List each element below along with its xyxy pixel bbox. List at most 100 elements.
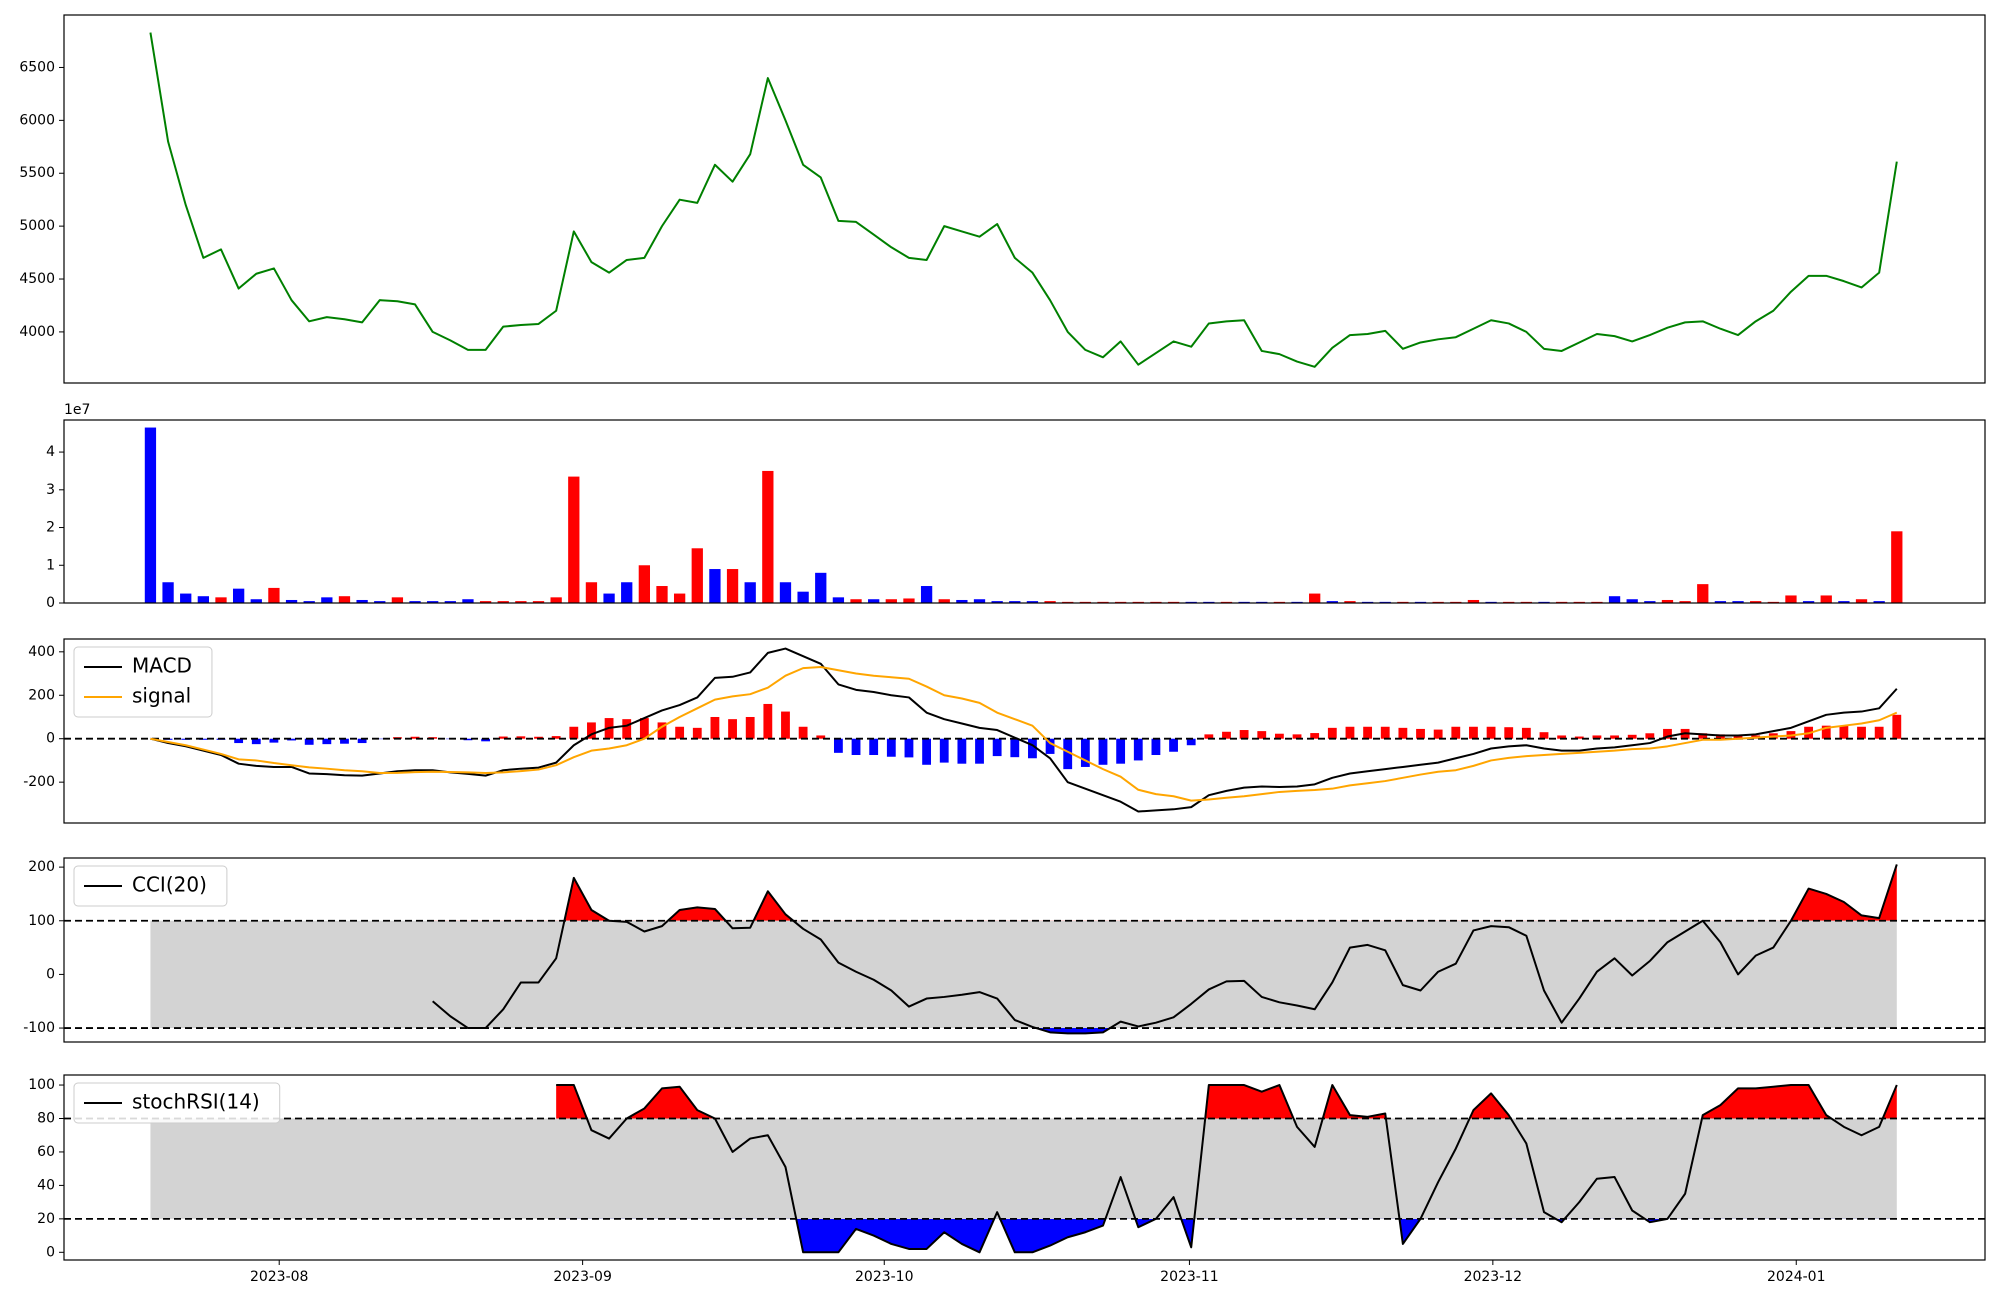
histogram-bar xyxy=(816,735,826,739)
y-tick-label: 40 xyxy=(37,1177,55,1193)
histogram-bar xyxy=(463,738,473,741)
y-tick-label: 5000 xyxy=(19,218,55,234)
volume-bar xyxy=(1344,601,1356,603)
neutral-band xyxy=(150,920,1897,1029)
panel-plot xyxy=(64,1084,1985,1254)
histogram-bar xyxy=(904,738,914,758)
histogram-bar xyxy=(1469,726,1478,739)
volume-bar xyxy=(1750,601,1762,603)
panel-plot xyxy=(149,32,1898,368)
volume-bar xyxy=(850,599,862,603)
histogram-bar xyxy=(1663,728,1672,739)
histogram-bar xyxy=(745,716,755,739)
volume-bar xyxy=(497,601,509,603)
volume-bar xyxy=(815,572,827,603)
volume-bar xyxy=(1785,595,1797,603)
volume-bar xyxy=(180,593,192,603)
y-tick-label: -100 xyxy=(23,1020,55,1036)
histogram-bar xyxy=(481,738,491,742)
histogram-bar xyxy=(1645,733,1655,739)
volume-bar xyxy=(162,582,174,603)
histogram-bar xyxy=(1151,738,1161,756)
y-tick-label: 100 xyxy=(28,1077,55,1093)
histogram-bar xyxy=(657,722,667,739)
legend-label: MACD xyxy=(132,654,192,678)
y-tick-label: 0 xyxy=(46,1244,55,1260)
y-tick-label: 3 xyxy=(46,482,55,498)
histogram-bar xyxy=(322,738,332,745)
y-tick-label: 100 xyxy=(28,913,55,929)
volume-bar xyxy=(673,593,686,603)
histogram-bar xyxy=(1627,734,1637,739)
histogram-bar xyxy=(534,736,543,739)
histogram-bar xyxy=(587,722,596,739)
histogram-bar xyxy=(1486,726,1496,739)
legend-label: CCI(20) xyxy=(132,873,207,897)
volume-bar xyxy=(621,582,633,603)
y-tick-label: 4500 xyxy=(19,271,55,287)
histogram-bar xyxy=(1133,738,1143,761)
volume-bar xyxy=(479,601,492,603)
volume-bar xyxy=(797,591,809,603)
histogram-bar xyxy=(1028,738,1037,759)
volume-bar xyxy=(920,586,933,603)
volume-bar xyxy=(885,599,897,603)
histogram-bar xyxy=(1521,727,1531,739)
histogram-bar xyxy=(251,738,261,745)
volume-bar xyxy=(726,569,739,603)
histogram-bar xyxy=(410,736,420,739)
volume-bar xyxy=(550,597,562,603)
histogram-bar xyxy=(1116,738,1126,764)
series-line xyxy=(150,647,1898,813)
histogram-bar xyxy=(1610,735,1619,739)
histogram-bar xyxy=(675,726,685,739)
legend-label: signal xyxy=(132,684,191,708)
volume-bar xyxy=(197,596,210,603)
histogram-bar xyxy=(1380,726,1390,739)
histogram-bar xyxy=(287,738,296,741)
histogram-bar xyxy=(234,738,244,744)
panel-frame xyxy=(63,14,1986,384)
series-line xyxy=(149,32,1898,368)
histogram-bar xyxy=(957,738,967,764)
histogram-bar xyxy=(1363,726,1373,739)
histogram-bar xyxy=(1557,735,1567,739)
volume-bar xyxy=(1732,601,1744,603)
histogram-bar xyxy=(1451,726,1461,739)
x-tick-label: 2023-09 xyxy=(553,1269,612,1285)
y-tick-label: 20 xyxy=(37,1211,55,1227)
x-tick-label: 2024-01 xyxy=(1767,1269,1826,1285)
volume-bar xyxy=(832,597,845,603)
y-tick-label: 6500 xyxy=(19,59,55,75)
histogram-bar xyxy=(763,703,773,739)
histogram-bar xyxy=(1698,733,1708,739)
histogram-bar xyxy=(851,738,861,756)
y-tick-label: 200 xyxy=(28,859,55,875)
volume-bar xyxy=(1467,599,1480,603)
volume-bar xyxy=(762,470,774,603)
panel-plot xyxy=(64,647,1985,813)
volume-bar xyxy=(232,588,245,603)
y-tick-label: 0 xyxy=(46,731,55,747)
panel-frame xyxy=(63,638,1986,824)
histogram-bar xyxy=(1292,734,1302,739)
panel-frame xyxy=(63,1074,1986,1261)
histogram-bar xyxy=(992,738,1002,757)
histogram-bar xyxy=(1045,738,1055,754)
series-line xyxy=(556,1084,1898,1254)
volume-bar xyxy=(656,586,668,603)
volume-bar xyxy=(144,427,157,603)
volume-bar xyxy=(1873,601,1885,603)
volume-bar xyxy=(374,601,386,603)
x-tick-label: 2023-08 xyxy=(250,1269,309,1285)
y-tick-label: 2 xyxy=(46,520,55,536)
volume-bar xyxy=(356,599,368,603)
legend: MACD signal xyxy=(73,646,213,718)
y-tick-label: 400 xyxy=(28,644,55,660)
volume-bar xyxy=(1661,599,1674,603)
volume-bar xyxy=(1714,601,1727,603)
histogram-bar xyxy=(1839,725,1849,739)
y-tick-label: 0 xyxy=(46,595,55,611)
histogram-bar xyxy=(1222,731,1231,739)
volume-bar xyxy=(1838,601,1850,603)
